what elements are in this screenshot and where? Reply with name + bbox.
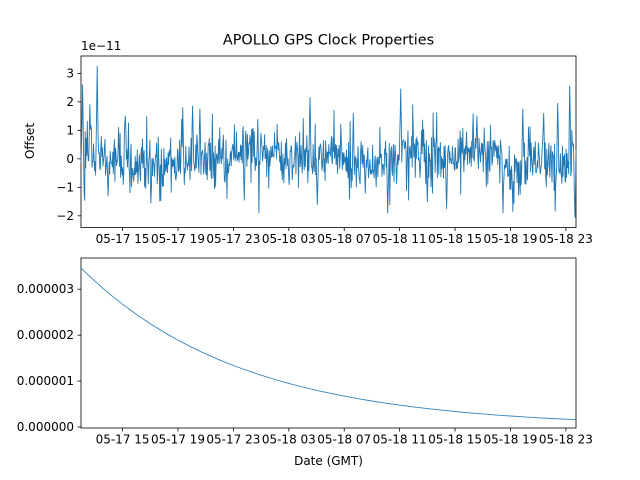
bottom-x-axis-label: Date (GMT) (294, 454, 363, 468)
top-y-tick-label: −2 (56, 209, 74, 223)
bottom-x-tick-label: 05-17 15 (96, 433, 150, 447)
figure-title: APOLLO GPS Clock Properties (223, 33, 434, 49)
bottom-spines (80, 257, 577, 429)
top-spines (80, 55, 577, 228)
top-offset-scale-label: 1e−11 (81, 39, 121, 53)
top-x-tick-label: 05-18 07 (317, 232, 371, 246)
top-x-tick-label: 05-17 15 (96, 232, 150, 246)
bottom-y-tick-label: 0.000000 (17, 420, 74, 434)
bottom-x-tick-label: 05-18 23 (539, 433, 593, 447)
top-x-tick-label: 05-18 23 (539, 232, 593, 246)
top-axes-group: 05-17 15 05-17 19 05-17 23 05-18 03 05-18 07… (56, 55, 593, 246)
bottom-x-tick-label: 05-18 15 (428, 433, 482, 447)
top-x-tick-label: 05-18 03 (262, 232, 316, 246)
top-x-tick-label: 05-17 19 (151, 232, 205, 246)
top-y-tick-label: 0 (66, 152, 74, 166)
top-x-tick-label: 05-17 23 (206, 232, 260, 246)
bottom-x-tick-label: 05-17 23 (206, 433, 260, 447)
top-x-tick-label: 05-18 11 (373, 232, 427, 246)
top-y-axis-label: Offset (23, 123, 37, 159)
bottom-y-tick-label: 0.000002 (17, 328, 74, 342)
bottom-x-tick-label: 05-18 03 (262, 433, 316, 447)
offset-noise-series (80, 65, 577, 218)
bottom-axes-group: 05-17 15 05-17 19 05-17 23 05-18 03 05-18 07… (17, 257, 593, 447)
top-y-tick-label: 1 (66, 123, 74, 137)
decay-series (80, 267, 577, 421)
top-y-tick-label: 2 (66, 95, 74, 109)
bottom-x-tick-label: 05-17 19 (151, 433, 205, 447)
top-x-tick-label: 05-18 15 (428, 232, 482, 246)
bottom-y-tick-label: 0.000001 (17, 374, 74, 388)
bottom-x-tick-label: 05-18 07 (317, 433, 371, 447)
bottom-x-tick-label: 05-18 19 (483, 433, 537, 447)
bottom-x-tick-label: 05-18 11 (373, 433, 427, 447)
top-y-tick-label: 3 (66, 66, 74, 80)
top-y-tick-label: −1 (56, 180, 74, 194)
bottom-y-tick-label: 0.000003 (17, 282, 74, 296)
top-x-tick-label: 05-18 19 (483, 232, 537, 246)
